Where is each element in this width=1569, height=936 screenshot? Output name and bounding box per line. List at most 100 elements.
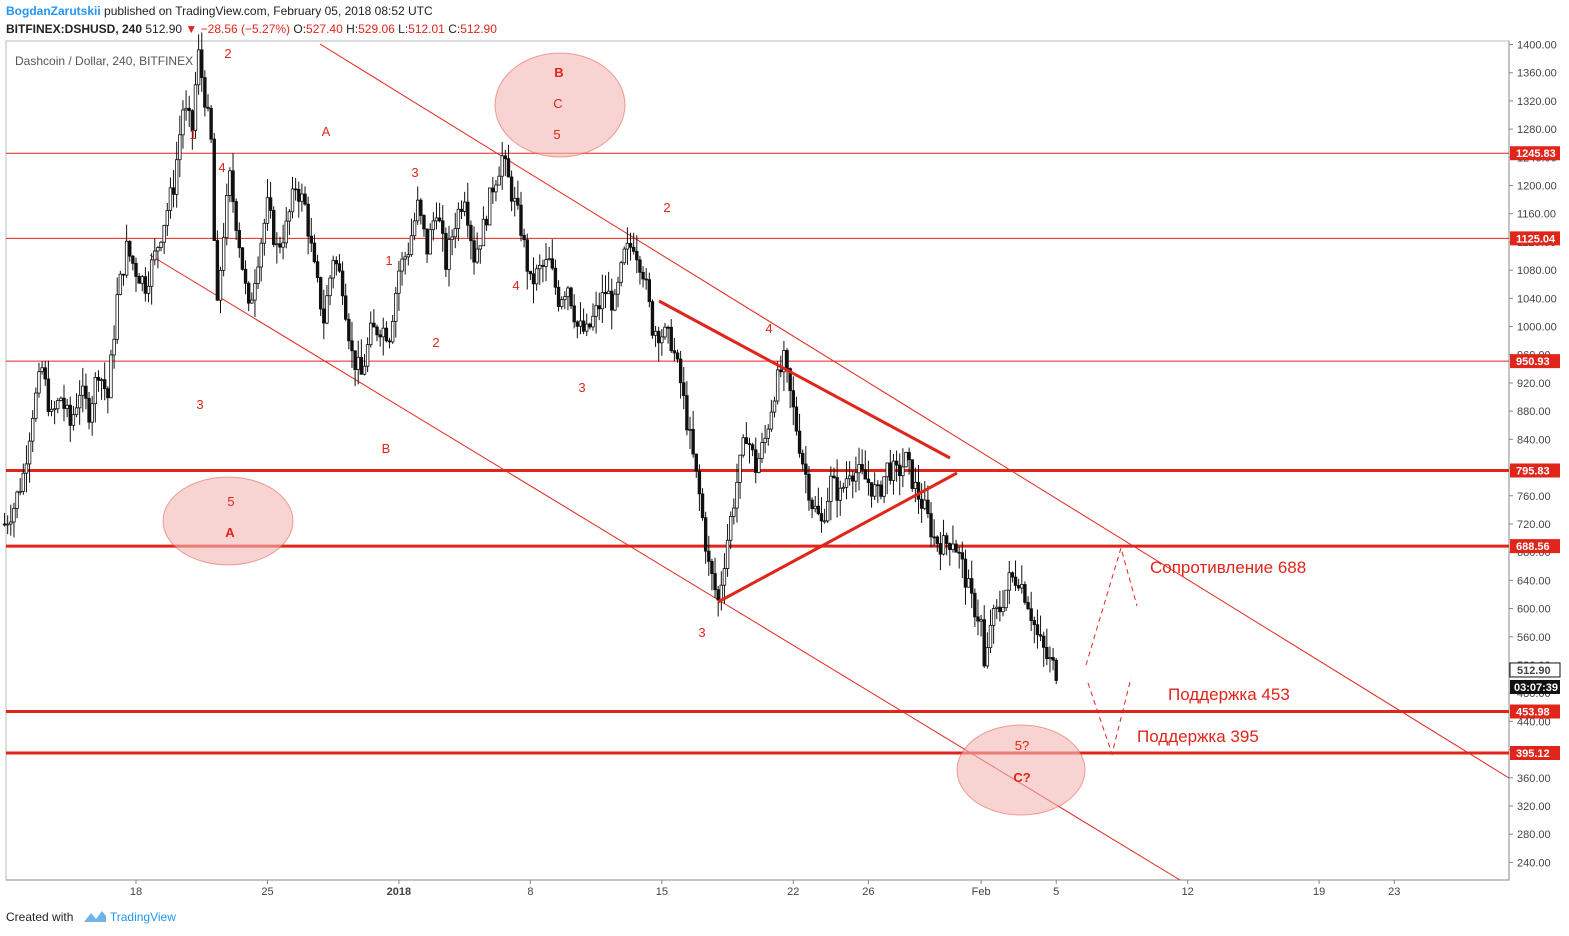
candle-body [738, 454, 742, 483]
y-tick-label: 560.00 [1517, 632, 1551, 644]
candle-body [926, 499, 930, 515]
close-value: 512.90 [460, 22, 497, 36]
candle-body [838, 487, 842, 501]
countdown-tag: 03:07:39 [1514, 682, 1558, 694]
candle-body [77, 394, 82, 409]
tradingview-logo-icon[interactable] [83, 910, 107, 926]
candle-body [725, 539, 730, 569]
candle-body [59, 397, 63, 401]
candle-body [215, 240, 220, 301]
candle-body [1020, 584, 1024, 589]
candle-body [775, 369, 780, 402]
y-tick-label: 920.00 [1517, 378, 1551, 390]
candle-body [259, 242, 263, 268]
candle-body [203, 77, 207, 108]
candle-body [982, 619, 986, 667]
candle-body [719, 584, 724, 601]
candle-body [328, 277, 332, 297]
ellipse-label-c: C [553, 96, 562, 111]
candle-body [18, 490, 22, 493]
candle-body [472, 240, 476, 263]
candle-body [888, 462, 893, 481]
candle-body [318, 277, 323, 310]
candle-body [663, 326, 667, 338]
candle-body [513, 197, 517, 202]
candle-body [375, 326, 379, 336]
y-tick-label: 760.00 [1517, 491, 1551, 503]
candle-body [246, 282, 251, 304]
ellipse-bc5 [494, 52, 626, 158]
level-tag-bg [1510, 354, 1560, 369]
wave-label: 1 [385, 253, 392, 268]
candle-body [600, 292, 605, 310]
candle-body [995, 606, 999, 609]
candle-body [650, 301, 655, 336]
candle-body [516, 197, 520, 206]
candle-body [804, 463, 808, 475]
candle-body [973, 592, 977, 618]
candle-body [816, 505, 821, 514]
ellipse-5c [956, 724, 1086, 816]
candle-body [165, 210, 169, 226]
y-tick-label: 1160.00 [1517, 209, 1556, 221]
candle-body [628, 242, 633, 248]
candle-body [732, 507, 736, 517]
candle-body [763, 437, 767, 443]
level-tag-label: 395.12 [1516, 748, 1550, 760]
candle-body [1013, 576, 1018, 586]
candle-body [832, 475, 836, 478]
author-link[interactable]: BogdanZarutskii [6, 4, 101, 18]
candle-body [256, 266, 260, 284]
candle-body [178, 134, 182, 161]
candle-body [65, 404, 69, 409]
candle-body [1035, 624, 1040, 636]
level-tag-bg [1510, 704, 1560, 719]
candle-body [500, 155, 504, 177]
candle-body [675, 352, 680, 360]
candle-body [747, 443, 752, 446]
candle-body [49, 408, 54, 412]
candle-body [525, 239, 529, 272]
candle-body [979, 619, 983, 622]
candle-body [841, 486, 846, 489]
candle-body [469, 224, 473, 242]
candle-body [907, 451, 911, 461]
candle-body [672, 350, 677, 354]
candle-body [1042, 635, 1046, 648]
candle-body [168, 187, 173, 211]
candle-body [619, 262, 623, 283]
candle-body [729, 516, 733, 541]
tradingview-link[interactable]: TradingView [109, 910, 176, 925]
candle-body [898, 464, 902, 477]
candle-body [137, 276, 141, 284]
candle-body [394, 292, 398, 322]
candle-body [653, 330, 658, 336]
y-tick-label: 600.00 [1517, 604, 1551, 616]
candle-body [90, 403, 94, 423]
x-tick-label: 8 [527, 886, 533, 898]
candle-body [96, 377, 101, 381]
candle-body [813, 505, 817, 510]
symbol-name: BITFINEX:DSHUSD, 240 [6, 22, 143, 36]
y-tick-label: 240.00 [1517, 857, 1551, 869]
candle-body [819, 513, 824, 522]
candle-body [372, 322, 376, 328]
candle-body [487, 187, 492, 226]
candle-body [929, 513, 933, 538]
candle-body [87, 397, 91, 423]
y-tick-label: 880.00 [1517, 406, 1551, 418]
candles [2, 32, 1058, 685]
support-453-note: Поддержка 453 [1168, 685, 1290, 704]
candle-body [428, 229, 432, 255]
candle-body [422, 215, 426, 230]
y-tick-label: 360.00 [1517, 773, 1551, 785]
candle-body [948, 543, 952, 550]
candle-body [262, 222, 267, 244]
candle-body [272, 210, 276, 245]
level-tag-bg [1510, 463, 1560, 478]
candle-body [221, 237, 226, 271]
low-label: L: [398, 22, 409, 36]
candle-body [462, 201, 467, 212]
candle-body [162, 224, 166, 243]
